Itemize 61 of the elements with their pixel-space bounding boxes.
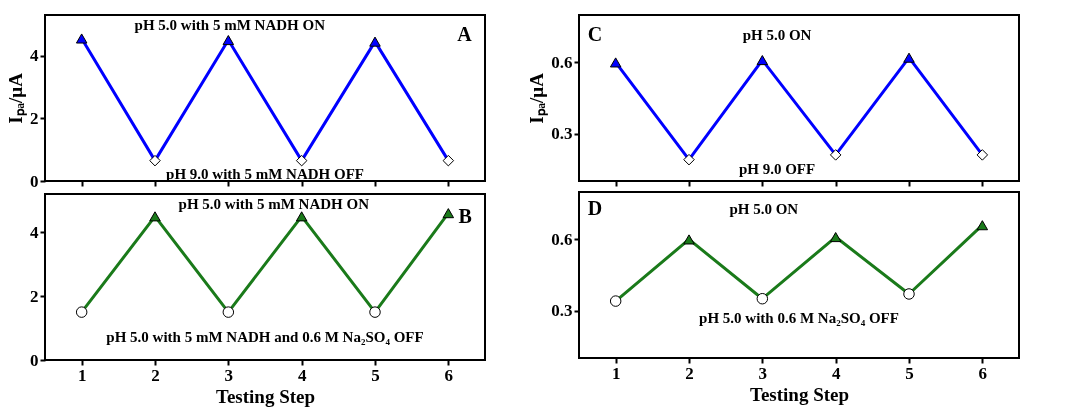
annotation: pH 5.0 with 5 mM NADH and 0.6 M Na₂SO₄ OFF bbox=[106, 328, 424, 345]
y-tick-label: 2 bbox=[30, 286, 39, 306]
point bbox=[222, 35, 235, 46]
y-tick-label: 0 bbox=[30, 350, 39, 370]
point bbox=[683, 234, 695, 245]
y-tick-label: 4 bbox=[30, 222, 39, 242]
point bbox=[756, 292, 769, 305]
point bbox=[903, 288, 915, 300]
x-tick-label: 5 bbox=[905, 363, 914, 383]
point bbox=[609, 57, 622, 68]
point bbox=[976, 220, 989, 231]
x-tick-label: 5 bbox=[371, 365, 380, 385]
point bbox=[829, 232, 842, 243]
point bbox=[295, 211, 308, 222]
point bbox=[222, 306, 235, 318]
y-axis-title: Iₚₐ/μA bbox=[5, 72, 27, 124]
x-tick-label: 1 bbox=[611, 363, 621, 383]
y-tick-label: 0.6 bbox=[551, 229, 573, 249]
point bbox=[369, 306, 381, 318]
y-tick-label: 4 bbox=[30, 46, 39, 66]
x-tick-label: 4 bbox=[831, 363, 841, 383]
y-tick-label: 0.6 bbox=[551, 52, 573, 72]
point bbox=[442, 154, 455, 167]
annotation: pH 5.0 with 0.6 M Na₂SO₄ OFF bbox=[699, 310, 899, 327]
x-tick-label: 4 bbox=[297, 365, 307, 385]
point bbox=[369, 36, 381, 47]
y-tick-label: 0.3 bbox=[551, 124, 573, 144]
x-tick-label: 1 bbox=[77, 365, 87, 385]
point bbox=[683, 153, 695, 166]
annotation: pH 5.0 ON bbox=[729, 200, 799, 217]
y-tick-label: 2 bbox=[30, 108, 39, 128]
point bbox=[295, 154, 308, 167]
x-tick-label: 3 bbox=[758, 363, 768, 383]
point bbox=[75, 306, 88, 318]
annotation: pH 5.0 ON bbox=[742, 26, 812, 43]
point bbox=[149, 154, 161, 167]
y-tick-label: 0 bbox=[30, 171, 39, 191]
x-tick-label: 6 bbox=[978, 363, 988, 383]
point bbox=[149, 211, 161, 222]
annotation: pH 5.0 with 5 mM NADH ON bbox=[178, 195, 370, 212]
x-tick-label: 6 bbox=[444, 365, 454, 385]
x-axis-title: Testing Step bbox=[749, 383, 850, 405]
annotation: pH 9.0 OFF bbox=[738, 161, 816, 178]
annotation: C bbox=[587, 22, 603, 45]
annotation: D bbox=[587, 196, 603, 219]
point bbox=[442, 208, 455, 219]
annotation: A bbox=[457, 22, 473, 45]
y-tick-label: 0.3 bbox=[551, 301, 573, 321]
point bbox=[829, 149, 842, 161]
point bbox=[75, 33, 88, 44]
point bbox=[976, 149, 989, 161]
x-axis-title: Testing Step bbox=[215, 385, 316, 407]
point bbox=[756, 55, 769, 66]
x-tick-label: 3 bbox=[224, 365, 234, 385]
point bbox=[903, 52, 915, 63]
x-tick-label: 2 bbox=[151, 365, 160, 385]
x-tick-label: 2 bbox=[685, 363, 694, 383]
annotation: pH 5.0 with 5 mM NADH ON bbox=[134, 16, 326, 33]
annotation: B bbox=[458, 205, 472, 228]
point bbox=[609, 295, 622, 307]
y-axis-title: Iₚₐ/μA bbox=[526, 72, 549, 124]
